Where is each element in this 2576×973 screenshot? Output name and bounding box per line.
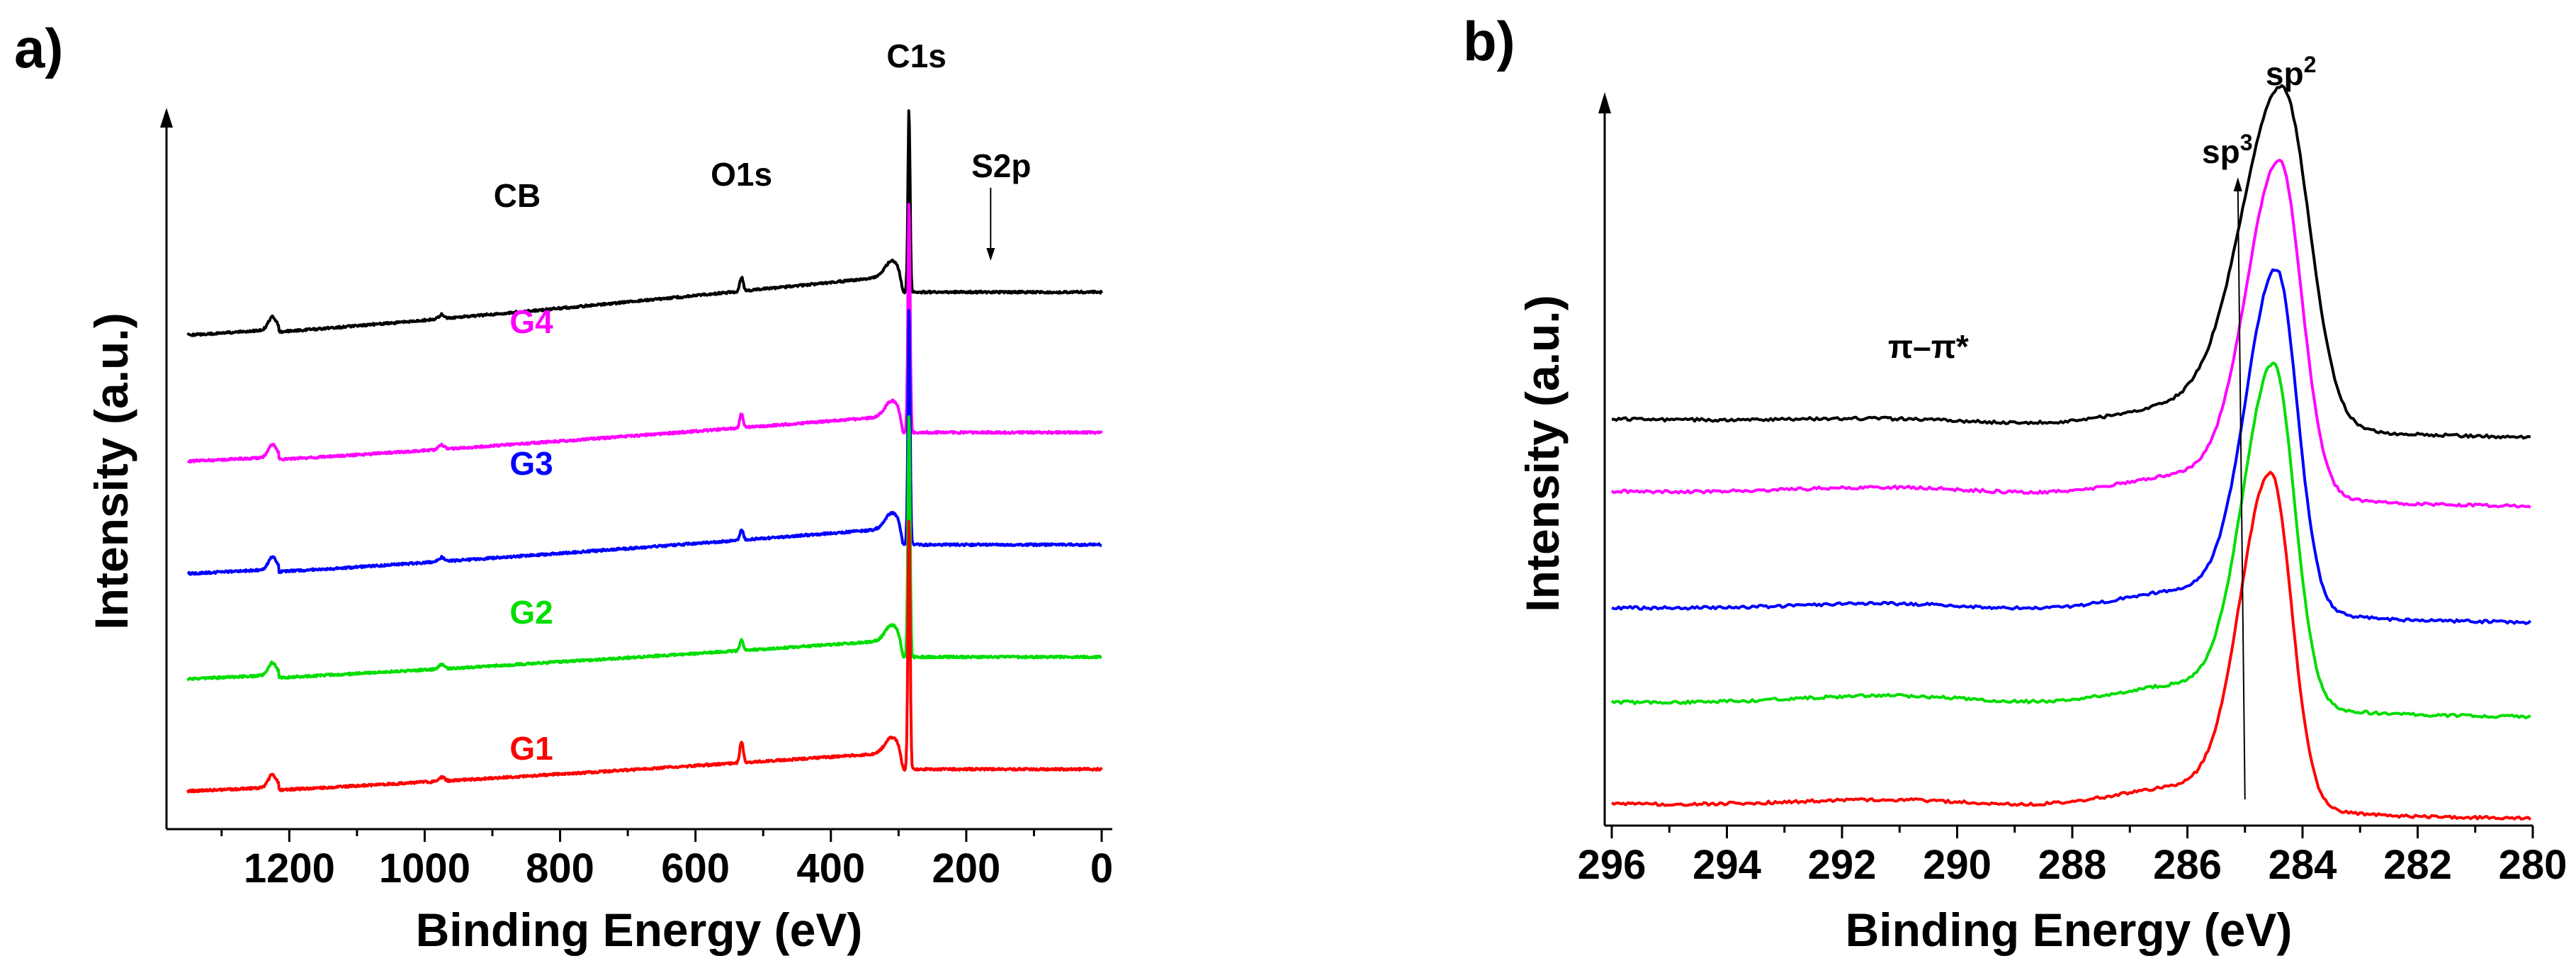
panel-b-tick-label: 290 xyxy=(1923,842,1992,888)
panel-b-y-axis-arrowhead xyxy=(1598,92,1611,113)
panel-b-series xyxy=(1610,84,2532,821)
panel-a-series-label: G4 xyxy=(509,303,553,340)
panel-b-tick-label: 280 xyxy=(2499,842,2567,888)
panel-b-x-ticks: 296 294 292 290 288 286 284 282 280 xyxy=(1578,826,2567,888)
panel-b-series-line xyxy=(1610,361,2531,720)
panel-b-series-line xyxy=(1610,471,2532,821)
panel-b-annotation-sp3: sp3 xyxy=(2202,130,2252,170)
panel-a-y-axis-arrowhead xyxy=(160,108,173,128)
panel-a-annotation-s2p: S2p xyxy=(971,147,1031,184)
panel-a-series-line xyxy=(186,309,1102,576)
panel-a-tick-label: 1200 xyxy=(244,845,335,892)
panel-b-series-line xyxy=(1612,84,2531,440)
panel-b-tick-label: 284 xyxy=(2269,842,2337,888)
panel-a-tick-label: 1000 xyxy=(379,845,470,892)
panel-b-letter: b) xyxy=(1463,10,1515,72)
panel-a-x-axis-title: Binding Energy (eV) xyxy=(416,904,863,956)
panel-a-annotations: C1s O1s S2p CB G4 G3 G2 G1 xyxy=(494,38,1032,767)
panel-b-tick-label: 286 xyxy=(2153,842,2222,888)
panel-a-series-line xyxy=(186,415,1102,681)
panel-a-series-line xyxy=(186,519,1103,794)
panel-a-tick-label: 800 xyxy=(526,845,594,892)
panel-a-annotation-cb: CB xyxy=(494,177,541,214)
panel-b-x-axis-title: Binding Energy (eV) xyxy=(1846,904,2293,956)
panel-a-tick-label: 200 xyxy=(932,845,1000,892)
panel-b-annotations: sp2 sp3 π–π* xyxy=(1888,52,2316,800)
panel-b-tick-label: 294 xyxy=(1693,842,1761,888)
panel-a-letter: a) xyxy=(14,17,63,79)
panel-a-s2p-arrowhead xyxy=(986,248,995,261)
panel-a-tick-label: 600 xyxy=(661,845,730,892)
panel-b: b) 296 294 292 290 288 286 284 282 280 sp2 sp3 π–π… xyxy=(1463,10,2567,956)
panel-b-series-line xyxy=(1611,268,2532,625)
panel-a-series-line xyxy=(186,203,1103,464)
panel-a-series xyxy=(186,109,1103,794)
panel-b-sp3-arrowhead xyxy=(2233,177,2242,191)
panel-b-annotation-sp2: sp2 xyxy=(2266,52,2316,92)
panel-a-series-label: G3 xyxy=(509,445,553,482)
panel-a: a) 1200 1000 800 600 400 200 0 C1s O1s S2p CB G4 G3… xyxy=(14,17,1113,956)
panel-a-series-label: G2 xyxy=(509,594,553,631)
panel-a-annotation-o1s: O1s xyxy=(711,156,772,193)
panel-b-tick-label: 282 xyxy=(2383,842,2452,888)
panel-a-series-line xyxy=(186,109,1103,337)
panel-a-series-label: G1 xyxy=(509,730,553,767)
panel-a-tick-label: 0 xyxy=(1090,845,1113,892)
panel-b-tick-label: 296 xyxy=(1578,842,1646,888)
panel-b-annotation-pi-pi: π–π* xyxy=(1888,328,1969,365)
panel-b-tick-label: 288 xyxy=(2038,842,2107,888)
panel-a-y-axis-title: Intensity (a.u.) xyxy=(85,313,137,629)
panel-a-annotation-c1s: C1s xyxy=(886,38,946,74)
panel-b-sp3-guide-line xyxy=(2237,185,2246,800)
panel-b-tick-label: 292 xyxy=(1808,842,1877,888)
panel-b-y-axis-title: Intensity (a.u.) xyxy=(1516,295,1569,612)
panel-b-series-line xyxy=(1610,158,2531,509)
panel-a-tick-label: 400 xyxy=(796,845,865,892)
panel-a-x-ticks: 1200 1000 800 600 400 200 0 xyxy=(220,829,1113,892)
